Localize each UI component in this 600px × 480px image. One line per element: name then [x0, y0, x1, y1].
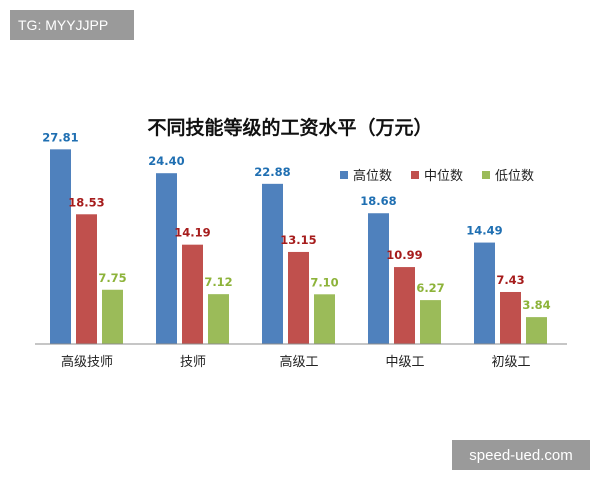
- legend-swatch: [482, 171, 490, 179]
- bar-high-4: [474, 242, 495, 344]
- bar-mid-3: [394, 267, 415, 344]
- bar-low-1: [208, 294, 229, 344]
- data-label: 7.10: [310, 275, 338, 289]
- data-label: 3.84: [522, 298, 550, 312]
- legend-label: 高位数: [353, 168, 392, 184]
- bar-mid-0: [76, 214, 97, 344]
- bar-high-1: [156, 173, 177, 344]
- data-label: 27.81: [42, 130, 78, 144]
- data-label: 7.75: [98, 271, 126, 285]
- data-label: 10.99: [386, 248, 422, 262]
- category-label: 高级工: [279, 354, 318, 370]
- category-label: 技师: [180, 355, 206, 370]
- bar-low-4: [526, 317, 547, 344]
- bar-high-0: [50, 149, 71, 344]
- data-label: 7.43: [496, 273, 524, 287]
- data-label: 14.19: [174, 226, 210, 240]
- legend-label: 低位数: [495, 169, 534, 184]
- bar-low-2: [314, 294, 335, 344]
- data-label: 13.15: [280, 233, 316, 247]
- legend-swatch: [340, 171, 348, 179]
- watermark-top-badge: TG: MYYJJPP: [10, 10, 134, 40]
- data-label: 6.27: [416, 281, 444, 295]
- bar-mid-1: [182, 244, 203, 344]
- data-label: 18.68: [360, 194, 396, 208]
- bar-high-3: [368, 213, 389, 344]
- watermark-bottom-badge: speed-ued.com: [452, 440, 590, 470]
- data-label: 14.49: [466, 224, 502, 238]
- bar-mid-2: [288, 251, 309, 344]
- category-label: 高级技师: [61, 354, 113, 370]
- bar-mid-4: [500, 291, 521, 344]
- data-label: 22.88: [254, 165, 290, 179]
- data-label: 24.40: [148, 154, 184, 168]
- bar-low-3: [420, 300, 441, 344]
- chart-title: 不同技能等级的工资水平（万元）: [147, 116, 432, 139]
- data-label: 7.12: [204, 275, 232, 289]
- data-label: 18.53: [68, 195, 104, 209]
- category-label: 中级工: [385, 355, 424, 370]
- category-label: 初级工: [491, 355, 530, 370]
- bar-low-0: [102, 289, 123, 344]
- bar-high-2: [262, 183, 283, 344]
- legend-label: 中位数: [424, 169, 463, 184]
- legend-swatch: [411, 171, 419, 179]
